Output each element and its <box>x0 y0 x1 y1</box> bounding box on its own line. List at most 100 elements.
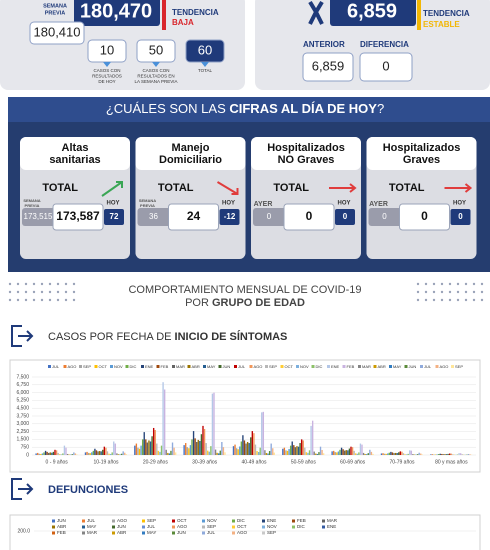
bar <box>433 454 435 455</box>
bar <box>196 442 198 455</box>
legend-label: JUN <box>177 530 186 535</box>
pointer <box>201 62 209 67</box>
bar <box>216 452 218 455</box>
today-label: HOY <box>453 201 466 207</box>
card-head <box>20 137 130 170</box>
bar <box>448 453 451 455</box>
bar <box>59 454 61 455</box>
bar <box>452 454 454 455</box>
bar <box>355 453 357 455</box>
legend-label: JUL <box>52 364 60 369</box>
legend-swatch <box>142 531 145 535</box>
bar <box>340 447 343 455</box>
bar <box>273 452 276 455</box>
legend-label: SEP <box>147 518 156 523</box>
legend-swatch <box>420 365 423 368</box>
dot <box>472 282 476 286</box>
bar <box>40 453 42 455</box>
legend-label: AGO <box>237 530 248 535</box>
title-suffix: ? <box>377 101 384 116</box>
bar <box>134 445 136 455</box>
bar <box>105 447 107 455</box>
dot <box>472 290 476 294</box>
bar <box>367 453 369 455</box>
bar <box>254 444 257 455</box>
trend-arrow <box>101 181 123 197</box>
dot <box>464 282 468 286</box>
prev: 0 <box>267 212 272 221</box>
legend-label: AGO <box>254 364 263 369</box>
dot <box>464 298 468 302</box>
dot <box>48 290 52 294</box>
bar <box>356 453 358 455</box>
y-tick-label: 0 <box>26 452 29 458</box>
prev-label: SEMANA <box>139 198 156 203</box>
bar <box>362 452 365 455</box>
ribbon-icon <box>308 0 324 25</box>
bar <box>382 453 384 455</box>
bar <box>380 453 383 455</box>
y-tick-label: 1,500 <box>16 437 29 443</box>
bar <box>160 445 163 455</box>
bar <box>103 446 106 455</box>
deaths-title: DEFUNCIONES <box>48 484 128 496</box>
trend-label: TENDENCIA <box>423 9 470 18</box>
prev: 6,859 <box>312 58 345 73</box>
legend-swatch <box>234 365 237 368</box>
x-tick-label: 40-49 años <box>241 459 267 465</box>
bar <box>289 445 292 455</box>
legend-swatch <box>63 365 67 368</box>
prev-pill <box>368 208 409 226</box>
bar <box>138 448 141 455</box>
legend-swatch <box>82 519 85 523</box>
bar <box>162 382 164 455</box>
today-box <box>219 209 240 225</box>
bar <box>369 449 371 455</box>
y-tick-label: 6,000 <box>16 390 29 396</box>
bar <box>299 443 301 455</box>
bar <box>285 450 287 455</box>
x-tick-label: 0 - 9 años <box>46 459 69 465</box>
legend-swatch <box>172 365 175 368</box>
cases-title: CASOS POR FECHA DE INICIO DE SÍNTOMAS <box>48 330 287 343</box>
legend-label: NOV <box>300 364 309 369</box>
legend-label: JUN <box>223 364 231 369</box>
today-label: HOY <box>222 201 235 207</box>
bar <box>401 451 403 455</box>
bar <box>183 445 185 455</box>
bar <box>436 454 438 455</box>
dot <box>40 282 44 286</box>
count: 10 <box>100 42 114 57</box>
bar <box>106 451 109 455</box>
legend-label: AGO <box>440 364 449 369</box>
legend-label: SEP <box>83 364 91 369</box>
bar <box>89 453 91 455</box>
bar <box>353 450 355 455</box>
bar <box>111 452 113 455</box>
bar <box>98 451 101 455</box>
legend-swatch <box>280 365 284 368</box>
dot <box>432 282 436 286</box>
bar <box>250 437 252 455</box>
bar <box>44 450 47 455</box>
dot <box>472 298 476 302</box>
x-tick-label: 30-39 años <box>192 459 218 465</box>
legend-label: ENE <box>327 524 336 529</box>
bar <box>213 392 215 455</box>
bar <box>288 448 290 455</box>
bar <box>66 453 69 455</box>
bar <box>239 446 241 455</box>
y-tick-label: 3,000 <box>16 421 29 427</box>
legend-label: FEB <box>347 364 355 369</box>
legend-swatch <box>218 365 222 368</box>
legend-label: DIC <box>130 364 137 369</box>
x-tick-label: 20-29 años <box>143 459 169 465</box>
card-head <box>135 137 246 170</box>
bar <box>321 450 323 455</box>
dot <box>424 282 428 286</box>
bar <box>37 452 39 455</box>
legend-swatch <box>94 365 98 368</box>
y-tick-label: 750 <box>21 445 30 451</box>
legend-label: MAR <box>327 518 338 523</box>
bar <box>117 454 120 455</box>
